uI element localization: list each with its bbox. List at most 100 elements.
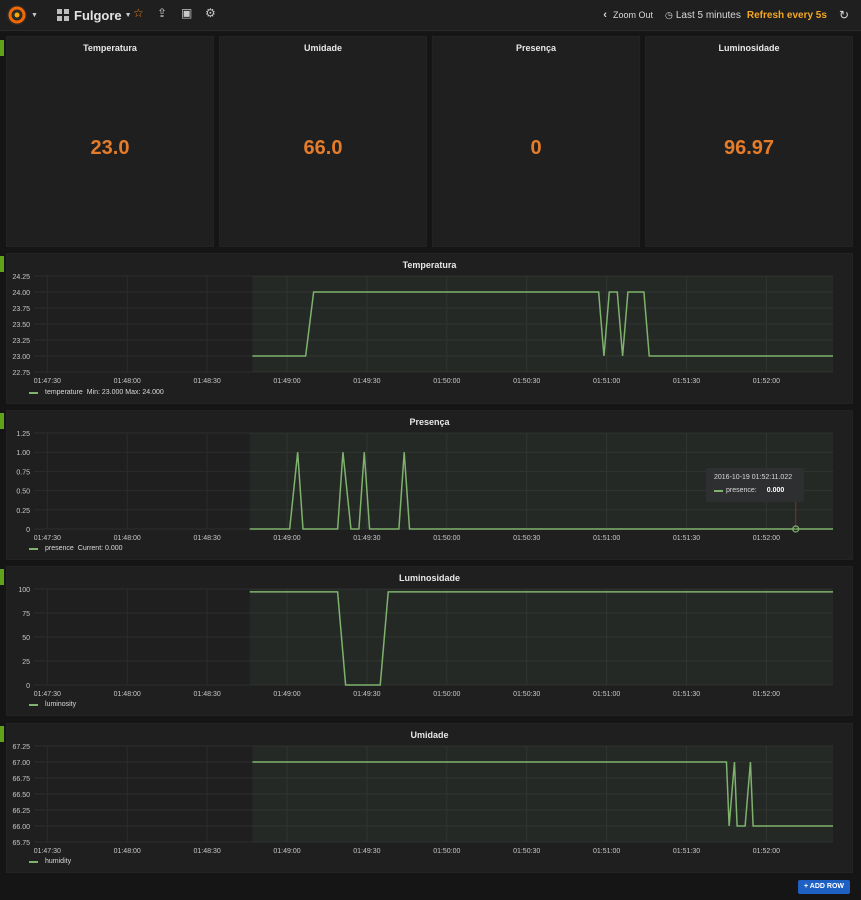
graph-panel-luminosidade[interactable]: Luminosidade 100 75 50 25 0 01:47:30 01:48:00 0…	[6, 566, 853, 716]
x-tick-label: 01:48:30	[193, 535, 220, 542]
x-tick-label: 01:51:30	[673, 378, 700, 385]
graph-legend[interactable]: humidity	[29, 858, 71, 865]
graph-legend[interactable]: temperature Min: 23.000 Max: 24.000	[29, 389, 164, 396]
panel-title: Presença	[409, 417, 450, 427]
x-tick-label: 01:48:30	[193, 848, 220, 855]
legend-stats: Current: 0.000	[77, 545, 123, 552]
time-controls: ‹ Zoom Out ◷ Last 5 minutes Refresh ever…	[597, 0, 849, 30]
x-tick-label: 01:47:30	[34, 535, 61, 542]
series-color-swatch	[29, 860, 38, 863]
series-line[interactable]	[249, 452, 833, 530]
y-tick-label: 66.50	[12, 792, 30, 799]
save-icon[interactable]: ▣	[181, 6, 193, 20]
panel-title: Temperatura	[402, 260, 457, 270]
y-tick-label: 24.00	[12, 290, 30, 297]
y-tick-label: 65.75	[12, 840, 30, 847]
y-tick-label: 66.75	[12, 776, 30, 783]
x-tick-label: 01:47:30	[34, 378, 61, 385]
series-area	[252, 276, 834, 372]
graph-panel-temperatura[interactable]: Temperatura 24.25 24.00 23.75 23.50 23.25 23.…	[6, 253, 853, 404]
zoom-out-chevron-icon[interactable]: ‹	[603, 9, 607, 21]
x-tick-label: 01:52:00	[753, 691, 780, 698]
y-tick-label: 1.25	[16, 431, 30, 438]
settings-gear-icon[interactable]: ⚙	[205, 6, 216, 20]
panel-title: Umidade	[303, 43, 342, 53]
x-tick-label: 01:51:30	[673, 691, 700, 698]
graph-legend[interactable]: luminosity	[29, 701, 76, 708]
share-icon[interactable]: ⇪	[157, 6, 168, 20]
x-tick-label: 01:52:00	[753, 848, 780, 855]
y-tick-label: 66.00	[12, 824, 30, 831]
legend-series-name: luminosity	[45, 701, 77, 708]
caret-down-icon: ▼	[124, 11, 132, 19]
row-collapse-marker[interactable]	[0, 569, 4, 585]
y-tick-label: 66.25	[12, 808, 30, 815]
row-collapse-marker[interactable]	[0, 256, 4, 272]
stat-panel-presenca[interactable]: Presença 0	[432, 36, 640, 247]
row-collapse-marker[interactable]	[0, 40, 4, 56]
x-tick-label: 01:51:30	[673, 848, 700, 855]
x-tick-label: 01:51:00	[593, 535, 620, 542]
caret-down-icon: ▼	[31, 11, 38, 19]
x-tick-label: 01:50:30	[513, 535, 540, 542]
y-tick-label: 0	[26, 683, 30, 690]
panel-title: Temperatura	[83, 43, 137, 53]
series-line[interactable]	[249, 591, 833, 686]
panel-title: Presença	[515, 43, 557, 53]
y-tick-label: 0.25	[16, 508, 30, 515]
presence-graph[interactable]: 1.25 1.00 0.75 0.50 0.25 0 01:47:30 01:48:00 01:…	[7, 425, 852, 555]
graph-panel-umidade[interactable]: Umidade 67.25 67.00 66.75 66.50 66.25 66.00 65…	[6, 723, 853, 873]
stat-panel-temperatura[interactable]: Temperatura 23.0	[6, 36, 214, 247]
x-tick-label: 01:51:00	[593, 848, 620, 855]
dashboard-grid-icon	[57, 9, 69, 21]
x-tick-label: 01:50:00	[433, 535, 460, 542]
x-tick-label: 01:50:00	[433, 848, 460, 855]
x-tick-label: 01:52:00	[753, 535, 780, 542]
series-area	[252, 746, 834, 842]
y-tick-label: 24.25	[12, 274, 30, 281]
legend-series-name: presence	[45, 545, 74, 552]
series-line[interactable]	[252, 291, 833, 357]
panel-title: Luminosidade	[718, 43, 780, 53]
graph-legend[interactable]: presence Current: 0.000	[29, 545, 123, 552]
series-line[interactable]	[252, 761, 833, 827]
x-tick-label: 01:49:30	[353, 535, 380, 542]
x-tick-label: 01:48:00	[114, 848, 141, 855]
clock-icon: ◷	[664, 9, 673, 20]
luminosity-graph[interactable]: 100 75 50 25 0 01:47:30 01:48:00 01:48:30 01:49:…	[7, 581, 852, 711]
row-collapse-marker[interactable]	[0, 413, 4, 429]
x-tick-label: 01:51:00	[593, 691, 620, 698]
graph-panel-presenca[interactable]: Presença 1.25 1.00 0.75 0.50 0.25 0 01:47:30 01…	[6, 410, 853, 560]
dashboard-picker[interactable]: Fulgore ▼	[50, 3, 138, 27]
y-tick-label: 1.00	[16, 450, 30, 457]
time-range-picker[interactable]: Last 5 minutes	[675, 9, 741, 21]
x-tick-label: 01:47:30	[34, 691, 61, 698]
refresh-icon[interactable]: ↻	[838, 8, 849, 22]
zoom-out-button[interactable]: Zoom Out	[612, 10, 653, 20]
series-color-swatch	[29, 391, 38, 394]
x-tick-label: 01:50:30	[513, 691, 540, 698]
y-tick-label: 0.75	[16, 469, 30, 476]
panel-title: Luminosidade	[398, 573, 460, 583]
x-tick-label: 01:48:00	[114, 535, 141, 542]
x-tick-label: 01:47:30	[34, 848, 61, 855]
grafana-menu-button[interactable]: ▼	[6, 3, 44, 27]
humidity-graph[interactable]: 67.25 67.00 66.75 66.50 66.25 66.00 65.75 01:47…	[7, 738, 852, 868]
y-tick-label: 23.75	[12, 306, 30, 313]
legend-series-name: temperature	[45, 389, 83, 396]
y-tick-label: 25	[22, 659, 30, 666]
x-tick-label: 01:48:00	[114, 378, 141, 385]
star-icon[interactable]: ☆	[133, 6, 144, 20]
tooltip-time: 2016-10-19 01:52:11.022	[714, 474, 793, 481]
temperature-graph[interactable]: 24.25 24.00 23.75 23.50 23.25 23.00 22.75 01:47…	[7, 268, 852, 398]
stat-panel-luminosidade[interactable]: Luminosidade 96.97	[645, 36, 853, 247]
add-row-button[interactable]: + ADD ROW	[798, 880, 850, 894]
row-collapse-marker[interactable]	[0, 726, 4, 742]
y-tick-label: 50	[22, 635, 30, 642]
x-tick-label: 01:48:30	[193, 378, 220, 385]
refresh-interval[interactable]: Refresh every 5s	[746, 9, 827, 21]
legend-series-name: humidity	[45, 858, 72, 865]
hover-point	[792, 525, 800, 533]
tooltip-value: 0.000	[766, 487, 785, 494]
stat-panel-umidade[interactable]: Umidade 66.0	[219, 36, 427, 247]
